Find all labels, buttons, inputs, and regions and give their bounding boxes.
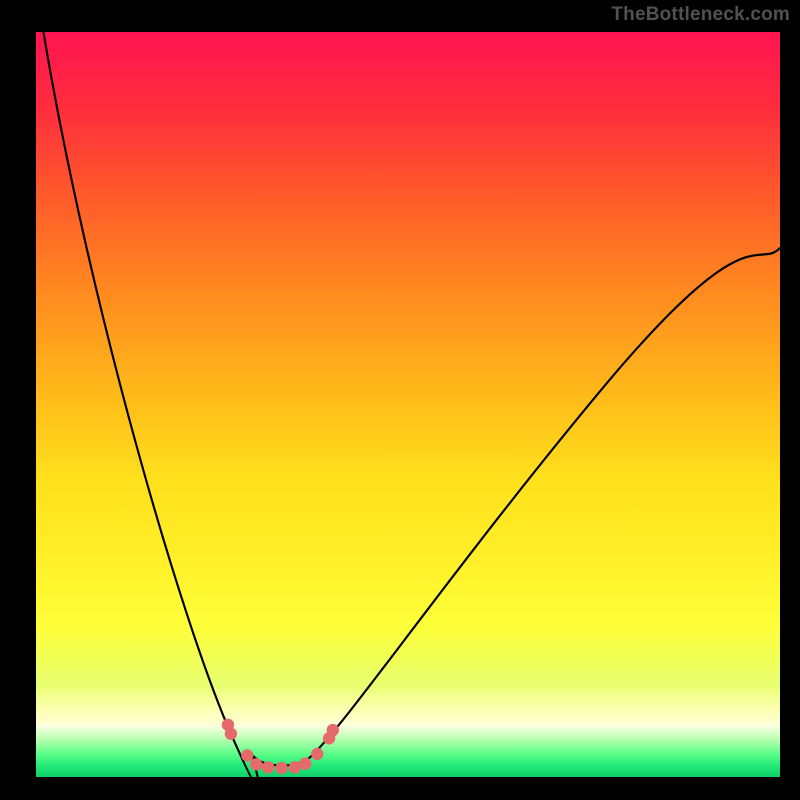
data-dot xyxy=(262,761,274,773)
chart-root: TheBottleneck.com xyxy=(0,0,800,800)
data-dot xyxy=(327,724,339,736)
data-dot xyxy=(225,728,237,740)
data-dot xyxy=(311,748,323,760)
data-dot xyxy=(241,749,253,761)
bottleneck-curve xyxy=(43,32,780,777)
data-dot xyxy=(275,762,287,774)
plot-area xyxy=(36,32,780,777)
data-dot xyxy=(299,757,311,769)
curve-layer xyxy=(36,32,780,777)
watermark-text: TheBottleneck.com xyxy=(611,4,790,26)
data-dot xyxy=(250,758,262,770)
